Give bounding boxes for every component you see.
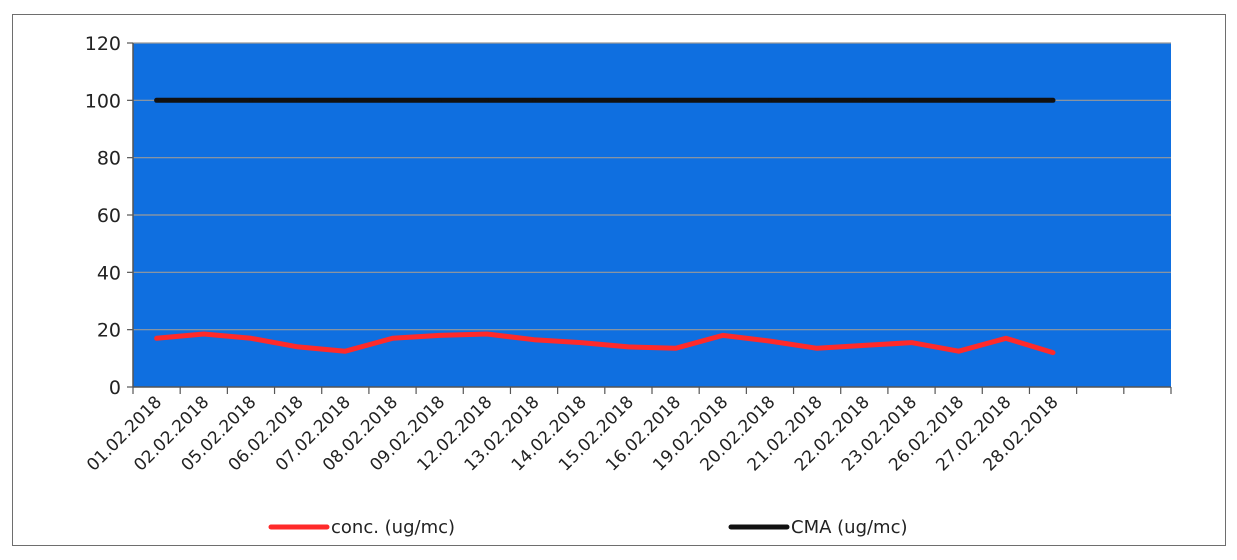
series-1-point-9 [579, 98, 584, 103]
legend: conc. (ug/mc) CMA (ug/mc) [268, 517, 908, 538]
series-0-point-13 [768, 339, 772, 344]
series-1-point-8 [532, 98, 536, 103]
series-1-point-6 [437, 98, 442, 103]
series-0-point-1 [201, 332, 206, 336]
series-1-point-2 [249, 98, 253, 103]
line-chart: 0 20 40 60 80 100 120 01.02.201802.02.201805.0… [83, 33, 1172, 538]
legend-item-cma: CMA (ug/mc) [728, 517, 908, 538]
series-lines [154, 97, 1056, 356]
series-0-point-11 [673, 346, 678, 351]
y-tick-label-0: 0 [109, 377, 121, 399]
series-1-point-5 [390, 98, 395, 103]
series-0-point-18 [1003, 336, 1008, 341]
series-0-point-16 [909, 340, 914, 345]
y-axis-ticks: 0 20 40 60 80 100 120 [85, 33, 133, 399]
series-1-point-4 [343, 98, 348, 103]
series-0-point-12 [720, 333, 725, 338]
series-0-point-19 [1051, 350, 1055, 355]
y-tick-label-20: 20 [97, 320, 121, 342]
series-0-point-5 [390, 336, 395, 341]
series-0-point-2 [249, 336, 253, 341]
y-tick-label-120: 120 [85, 33, 121, 55]
series-0-point-0 [154, 336, 159, 341]
gridlines [133, 42, 1171, 331]
y-tick-label-40: 40 [97, 262, 121, 284]
series-0-point-3 [296, 344, 301, 349]
series-1-point-3 [296, 98, 301, 103]
series-0-point-7 [484, 332, 489, 336]
series-1-point-10 [626, 98, 631, 103]
series-0-point-9 [579, 340, 584, 345]
series-1-point-13 [768, 98, 772, 103]
series-1-point-0 [154, 98, 159, 103]
series-1-point-18 [1003, 98, 1008, 103]
x-axis-ticks: 01.02.201802.02.201805.02.201806.02.2018… [83, 387, 1172, 475]
series-0-point-15 [862, 343, 867, 348]
series-0-point-6 [437, 333, 442, 338]
legend-label-cma: CMA (ug/mc) [791, 517, 908, 538]
y-tick-label-80: 80 [97, 148, 121, 170]
series-1-point-14 [815, 98, 820, 103]
series-1-point-17 [956, 98, 961, 103]
series-0-point-10 [626, 344, 631, 349]
series-0-point-8 [532, 337, 536, 342]
series-1-point-16 [909, 98, 914, 103]
chart-frame: 0 20 40 60 80 100 120 01.02.2018 02.02.2018 05.0… [12, 14, 1226, 546]
series-0-point-4 [343, 349, 348, 354]
series-1-point-1 [201, 98, 206, 103]
series-1-point-12 [720, 98, 725, 103]
y-tick-label-100: 100 [85, 90, 121, 112]
series-1-point-7 [484, 98, 489, 103]
series-1-point-19 [1051, 98, 1055, 103]
series-1-point-11 [673, 98, 678, 103]
series-1-point-15 [862, 98, 867, 103]
series-0-point-14 [815, 346, 820, 351]
series-0-point-17 [956, 349, 961, 354]
series-line-0 [154, 331, 1056, 356]
legend-label-conc: conc. (ug/mc) [331, 517, 455, 538]
y-tick-label-60: 60 [97, 205, 121, 227]
legend-item-conc: conc. (ug/mc) [268, 517, 455, 538]
